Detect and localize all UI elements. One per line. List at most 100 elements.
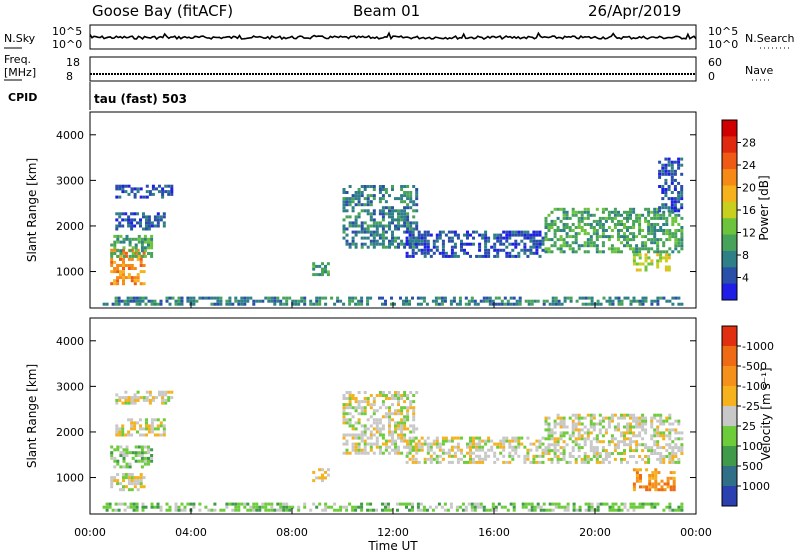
range-gate-cell [595, 235, 599, 239]
range-gate-cell [412, 415, 416, 419]
range-gate-cell [142, 282, 146, 286]
range-gate-cell [663, 482, 667, 486]
range-gate-cell [391, 448, 394, 452]
range-gate-cell [391, 430, 394, 434]
range-gate-cell [605, 502, 609, 506]
range-gate-cell [505, 254, 509, 258]
range-gate-cell [529, 460, 533, 464]
range-gate-cell [674, 446, 678, 450]
range-gate-cell [372, 239, 376, 243]
range-gate-cell [136, 221, 139, 225]
range-gate-cell [654, 488, 658, 492]
range-gate-cell [677, 419, 681, 423]
range-gate-cell [240, 296, 244, 300]
range-gate-cell [415, 451, 419, 455]
range-gate-cell [547, 431, 551, 435]
range-gate-cell [673, 197, 677, 201]
range-gate-cell [632, 440, 636, 444]
range-gate-cell [680, 203, 684, 207]
range-gate-cell [279, 299, 283, 303]
range-gate-cell [556, 422, 560, 426]
range-gate-cell [572, 508, 576, 512]
range-gate-cell [617, 232, 620, 236]
range-gate-cell [592, 446, 596, 450]
range-gate-cell [348, 403, 352, 407]
range-gate-cell [423, 439, 427, 443]
range-gate-cell [521, 505, 525, 509]
range-gate-cell [664, 194, 668, 198]
range-gate-cell [611, 299, 615, 303]
range-gate-cell [357, 403, 361, 407]
range-gate-cell [656, 299, 660, 303]
range-gate-cell [360, 433, 364, 437]
range-gate-cell [378, 391, 382, 394]
range-gate-cell [231, 508, 235, 512]
range-gate-cell [134, 454, 138, 457]
range-gate-cell [137, 234, 141, 238]
range-gate-cell [664, 206, 668, 210]
range-gate-cell [321, 473, 324, 477]
range-gate-cell [403, 212, 407, 216]
range-gate-cell [620, 241, 623, 245]
range-gate-cell [487, 439, 491, 443]
range-gate-cell [532, 233, 536, 237]
range-gate-cell [318, 476, 322, 480]
range-gate-cell [667, 197, 671, 201]
range-gate-cell [544, 223, 548, 226]
range-gate-cell [372, 442, 376, 446]
range-gate-cell [613, 247, 617, 251]
range-gate-cell [466, 242, 469, 246]
range-gate-cell [156, 215, 160, 219]
range-gate-cell [660, 479, 664, 483]
range-gate-cell [455, 302, 459, 306]
range-gate-cell [460, 242, 463, 246]
range-gate-cell [318, 468, 322, 472]
range-gate-cell [664, 181, 668, 185]
range-gate-cell [360, 209, 364, 213]
range-gate-cell [580, 226, 584, 229]
range-gate-cell [366, 212, 370, 216]
range-gate-cell [342, 433, 346, 437]
range-gate-cell [547, 226, 551, 229]
range-gate-cell [665, 216, 669, 220]
range-gate-cell [145, 184, 149, 188]
range-gate-cell [547, 223, 551, 226]
range-gate-cell [674, 455, 678, 458]
range-gate-cell [617, 250, 620, 254]
range-gate-cell [145, 421, 148, 425]
date-title: 26/Apr/2019 [588, 2, 681, 20]
range-gate-cell [571, 210, 575, 214]
range-gate-cell [664, 259, 668, 263]
range-gate-cell [409, 430, 413, 434]
range-gate-cell [133, 279, 137, 283]
range-gate-cell [405, 242, 409, 246]
range-gate-cell [656, 250, 660, 254]
range-gate-cell [668, 213, 672, 217]
range-gate-cell [680, 188, 684, 191]
range-gate-cell [420, 248, 424, 252]
range-gate-cell [384, 508, 387, 512]
range-gate-cell [653, 413, 657, 417]
range-gate-cell [354, 448, 358, 452]
range-gate-cell [142, 396, 146, 400]
range-gate-cell [394, 218, 397, 222]
range-gate-cell [472, 230, 475, 234]
range-gate-cell [485, 299, 489, 303]
range-gate-cell [167, 184, 171, 188]
range-gate-cell [415, 209, 419, 213]
range-gate-cell [133, 427, 137, 431]
range-gate-cell [598, 440, 602, 444]
range-gate-cell [406, 191, 410, 194]
range-gate-cell [312, 262, 316, 266]
range-gate-cell [403, 185, 407, 188]
range-gate-cell [198, 296, 202, 300]
range-gate-cell [127, 476, 131, 480]
range-gate-cell [629, 244, 632, 248]
range-gate-cell [148, 398, 152, 402]
range-gate-cell [378, 233, 382, 237]
range-gate-cell [441, 242, 445, 246]
range-gate-cell [122, 248, 125, 252]
range-gate-cell [674, 460, 678, 464]
range-gate-cell [574, 235, 578, 239]
range-gate-cell [654, 468, 658, 472]
